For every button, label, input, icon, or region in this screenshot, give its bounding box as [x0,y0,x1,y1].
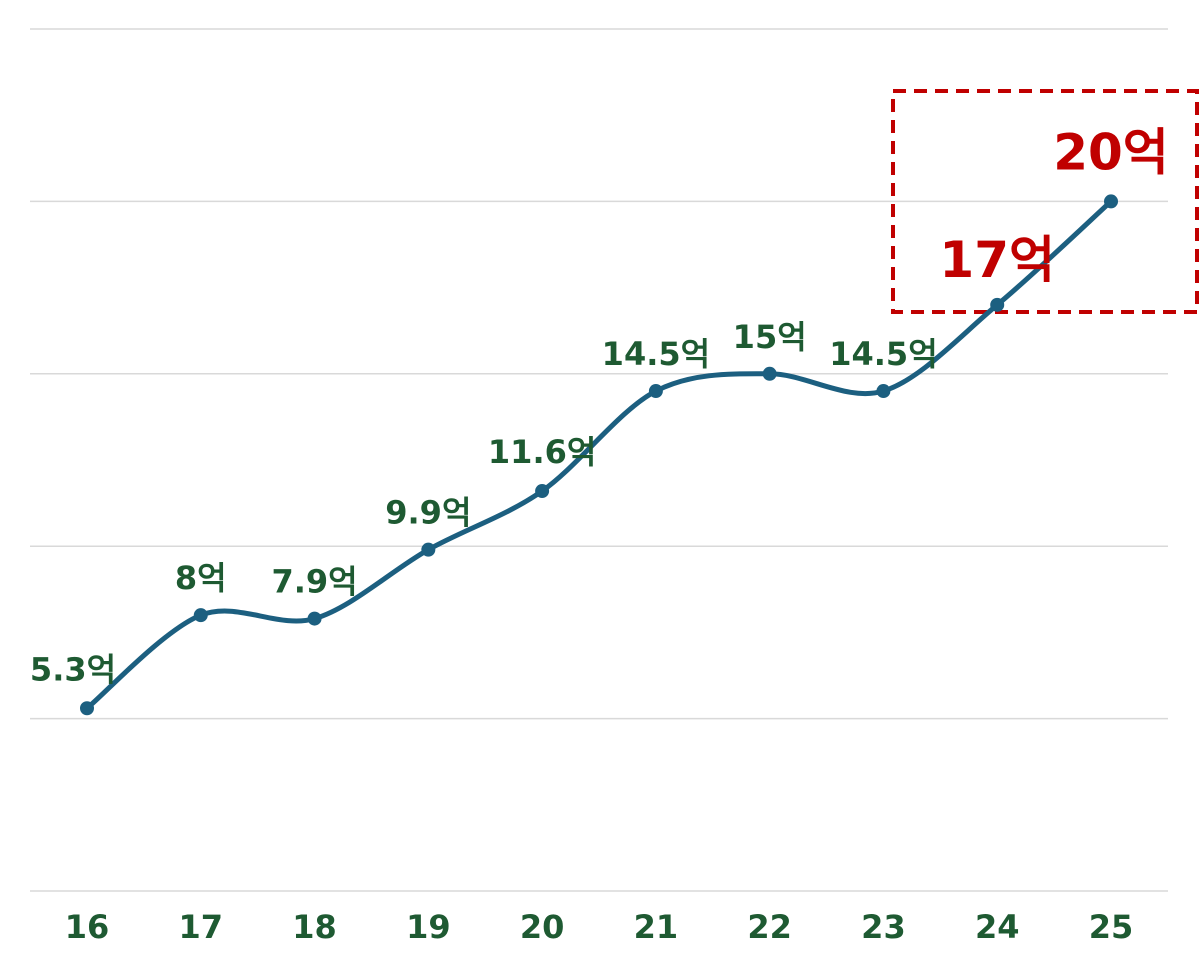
data-label-17: 8억 [175,559,227,597]
data-label-19: 9.9억 [385,494,471,532]
data-point-21 [648,384,663,399]
data-label-25: 20억 [1053,123,1169,181]
x-tick-22: 22 [747,908,792,946]
data-points [80,194,1118,716]
data-label-23: 14.5억 [829,335,937,373]
data-point-18 [307,611,322,626]
data-label-24: 17억 [939,231,1055,289]
data-label-18: 7.9억 [271,563,357,601]
gridlines [30,28,1168,892]
data-point-22 [762,366,777,381]
data-point-16 [80,701,94,716]
series-line [84,198,1114,711]
data-point-25 [1104,194,1118,209]
x-tick-20: 20 [520,908,565,946]
x-tick-21: 21 [634,908,679,946]
x-tick-19: 19 [406,908,451,946]
data-point-19 [421,542,436,557]
data-labels: 5.3억 8억 7.9억 9.9억 11.6억 14.5억 15억 14.5억 17억 20억 [30,123,1169,688]
data-point-17 [193,608,208,623]
x-tick-17: 17 [179,908,224,946]
data-label-16: 5.3억 [30,650,116,688]
data-label-22: 15억 [733,318,807,356]
data-label-20: 11.6억 [488,433,596,471]
data-point-24 [990,297,1005,312]
x-axis-ticks: 16 17 18 19 20 21 22 23 24 25 [65,908,1134,946]
x-tick-16: 16 [65,908,110,946]
x-tick-24: 24 [975,908,1020,946]
x-tick-25: 25 [1089,908,1134,946]
x-tick-18: 18 [292,908,337,946]
data-point-23 [876,384,891,399]
x-tick-23: 23 [861,908,906,946]
data-point-20 [535,484,550,499]
data-label-21: 14.5억 [602,335,710,373]
highlight-box [891,89,1199,314]
